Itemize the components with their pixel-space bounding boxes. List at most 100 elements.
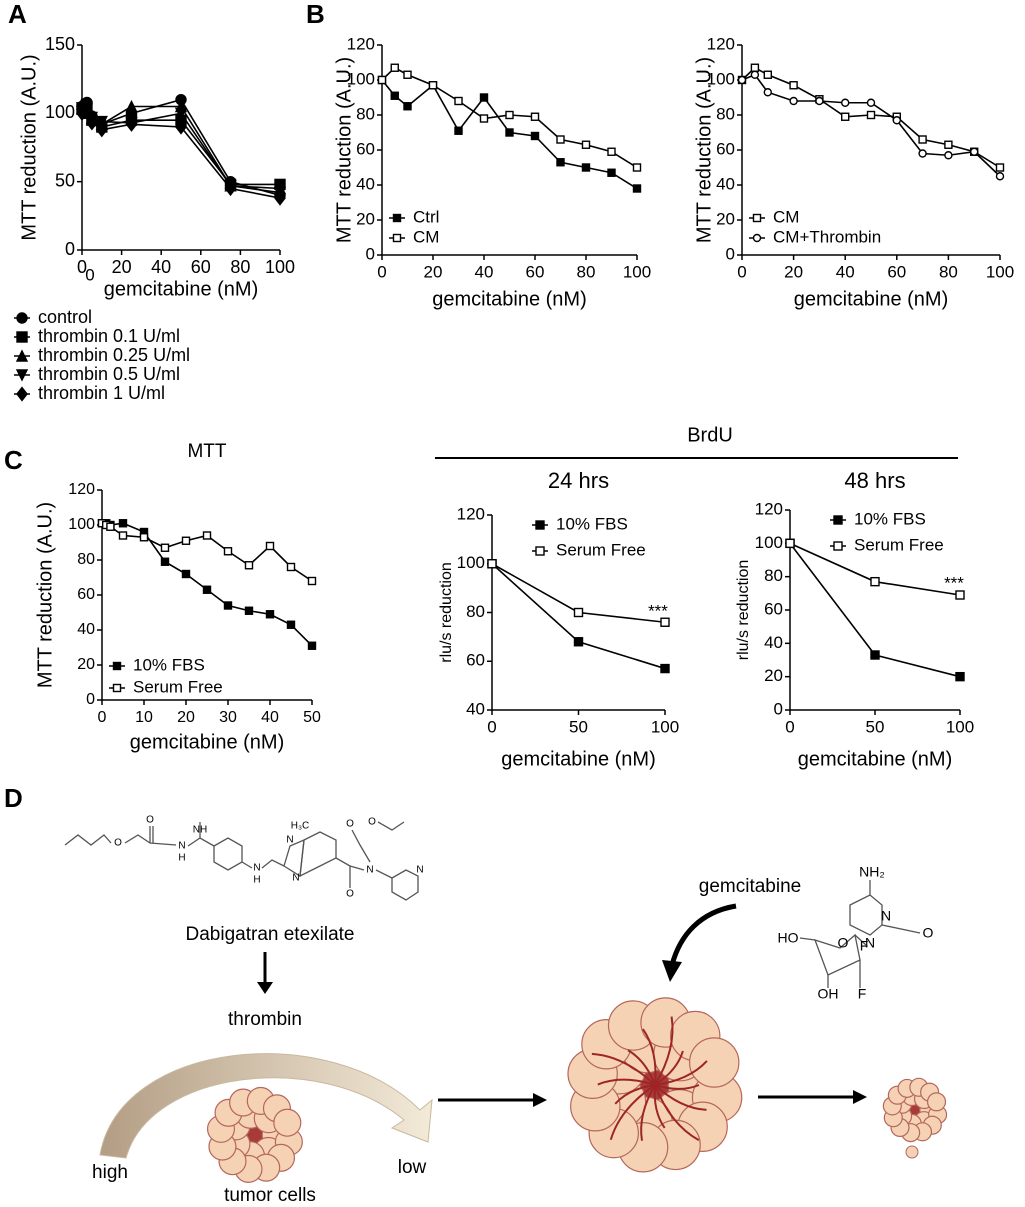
tumor <box>882 1077 948 1143</box>
vessel <box>609 1084 656 1141</box>
y-tick-label: 100 <box>707 69 735 88</box>
chemical-structures <box>64 821 921 988</box>
annotation: *** <box>944 573 964 592</box>
data-point <box>660 617 670 627</box>
arrow-head <box>533 1093 547 1107</box>
data-point <box>737 75 747 85</box>
data-point <box>223 547 233 556</box>
data-point <box>160 557 170 566</box>
y-tick-label: 120 <box>347 34 375 53</box>
drug-label: Dabigatran etexilate <box>186 924 355 945</box>
legend-marker <box>16 312 28 324</box>
y-axis-label: MTT reduction (A.U.) <box>333 57 355 243</box>
data-point <box>607 168 616 177</box>
y-tick-label: 0 <box>366 244 375 263</box>
data-point <box>377 75 387 85</box>
legend-label: 10% FBS <box>556 514 628 533</box>
atom-label: HO <box>778 930 799 946</box>
atom-label: NH <box>193 825 207 836</box>
atom-label: N <box>881 908 891 924</box>
y-axis-label: rlu/s reduction <box>438 562 455 663</box>
y-axis-label: rlu/s reduction <box>735 560 752 661</box>
legend-marker <box>15 349 29 362</box>
panel-label: A <box>8 0 27 29</box>
data-point <box>556 158 565 167</box>
chart: 0 50 100 150 0 20 40 60 80 100 gemcitabine (nM) MTT… <box>14 34 295 403</box>
y-tick-label: 60 <box>466 651 485 670</box>
y-tick-label: 0 <box>726 244 735 263</box>
y-tick-label: 0 <box>774 699 783 718</box>
section-header: BrdU <box>687 424 733 446</box>
atom-label: O <box>368 817 376 828</box>
y-tick-label: 120 <box>68 481 95 498</box>
y-tick-label: 80 <box>356 104 375 123</box>
legend-marker <box>752 213 762 223</box>
data-point <box>607 147 616 156</box>
y-tick-label: 20 <box>764 666 783 685</box>
atom-label: NH₂ <box>859 864 885 880</box>
legend-marker <box>16 331 28 343</box>
data-point <box>970 147 979 156</box>
data-point <box>202 585 212 594</box>
atom-label: N <box>865 935 875 951</box>
data-point <box>160 543 170 552</box>
gradient-arrow <box>99 1053 433 1159</box>
gemcitabine-label: gemcitabine <box>699 876 801 897</box>
data-point <box>479 114 489 123</box>
data-point <box>286 562 296 572</box>
legend-label: CM <box>773 207 799 226</box>
legend-marker <box>833 541 843 551</box>
x-tick-label: 40 <box>151 257 171 277</box>
data-point <box>265 541 275 551</box>
tumor-cell <box>905 1145 919 1159</box>
data-point <box>944 140 953 149</box>
data-point <box>118 519 128 528</box>
data-point <box>487 559 497 569</box>
data-point <box>403 102 412 111</box>
x-tick-label: 80 <box>939 262 958 281</box>
data-point <box>454 126 463 135</box>
y-axis-label: MTT reduction (A.U.) <box>34 502 56 688</box>
x-tick-label: 100 <box>651 717 679 736</box>
data-point <box>632 163 642 172</box>
legend-marker <box>15 369 29 382</box>
curved-arrow <box>669 903 737 966</box>
tumor-label: tumor cells <box>224 1185 316 1206</box>
data-point <box>118 531 128 540</box>
data-point <box>870 576 880 587</box>
atom-label: N <box>416 865 423 876</box>
data-point <box>428 81 438 90</box>
data-point <box>995 163 1005 172</box>
arrow-head <box>662 960 682 982</box>
x-tick-label: 80 <box>230 257 250 277</box>
x-tick-label: 0 <box>98 709 107 726</box>
series-line <box>741 73 1001 177</box>
x-tick-label: 60 <box>887 262 906 281</box>
x-axis-label: gemcitabine (nM) <box>130 731 285 753</box>
data-point <box>95 122 108 138</box>
atom-label: N <box>253 863 260 874</box>
data-point <box>789 96 798 106</box>
legend-marker <box>392 233 402 243</box>
vessel <box>654 1050 684 1086</box>
y-tick-label: 120 <box>457 504 485 523</box>
y-tick-label: 60 <box>356 139 375 158</box>
legend-label: control <box>38 307 92 327</box>
y-tick-label: 100 <box>347 69 375 88</box>
data-point <box>81 104 93 120</box>
legend-label: thrombin 0.25 U/ml <box>38 345 190 365</box>
x-tick-label: 40 <box>261 709 279 726</box>
series-line <box>102 522 313 647</box>
y-axis-label: MTT reduction (A.U.) <box>18 54 40 240</box>
y-tick-label: 80 <box>466 602 485 621</box>
atom-label: H₃C <box>291 821 310 832</box>
y-tick-label: 80 <box>716 104 735 123</box>
x-tick-label: 0 <box>487 717 496 736</box>
x-tick-label: 100 <box>986 262 1014 281</box>
legend-marker <box>392 213 402 223</box>
chart-title: MTT <box>187 441 226 462</box>
data-point <box>815 96 824 106</box>
data-point <box>530 112 540 121</box>
data-point <box>86 115 98 131</box>
